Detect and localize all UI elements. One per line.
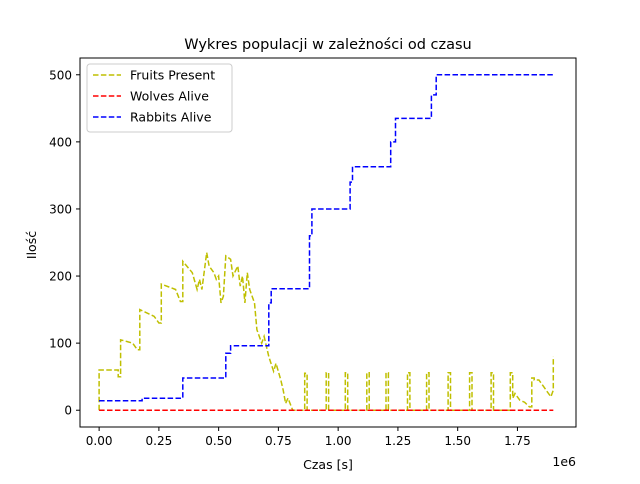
x-tick-label: 1.75: [504, 434, 531, 448]
x-tick-label: 0.50: [205, 434, 232, 448]
x-tick-label: 0.25: [146, 434, 173, 448]
series-line-2: [99, 74, 554, 402]
y-tick-label: 500: [49, 68, 72, 82]
y-tick-label: 100: [49, 337, 72, 351]
x-axis-label: Czas [s]: [303, 457, 353, 472]
y-axis-label: Ilość: [24, 231, 39, 259]
axis-ticks: 0.00 0.25 0.50 0.75 1.00 1.25 1.50 1.75 0 100 200 3…: [49, 68, 531, 448]
legend-label-0: Fruits Present: [130, 68, 215, 83]
x-tick-label: 1.00: [325, 434, 352, 448]
axes-frame: [79, 57, 577, 428]
legend-label-2: Rabbits Alive: [130, 110, 212, 125]
chart-title: Wykres populacji w zależności od czasu: [184, 37, 471, 53]
series-line-0: [98, 252, 555, 411]
legend-frame: [86, 63, 233, 133]
x-tick-label: 1.50: [444, 434, 471, 448]
x-tick-label: 0.75: [265, 434, 292, 448]
y-tick-label: 200: [49, 270, 72, 284]
y-tick-label: 300: [49, 202, 72, 216]
y-tick-label: 400: [49, 135, 72, 149]
x-axis-offset-label: 1e6: [552, 454, 576, 469]
x-tick-label: 0.00: [86, 434, 113, 448]
series-lines: [98, 74, 555, 411]
y-tick-label: 0: [64, 404, 72, 418]
x-tick-label: 1.25: [385, 434, 412, 448]
legend-label-1: Wolves Alive: [130, 89, 209, 104]
legend: Fruits Present Wolves Alive Rabbits Alive: [86, 63, 233, 133]
